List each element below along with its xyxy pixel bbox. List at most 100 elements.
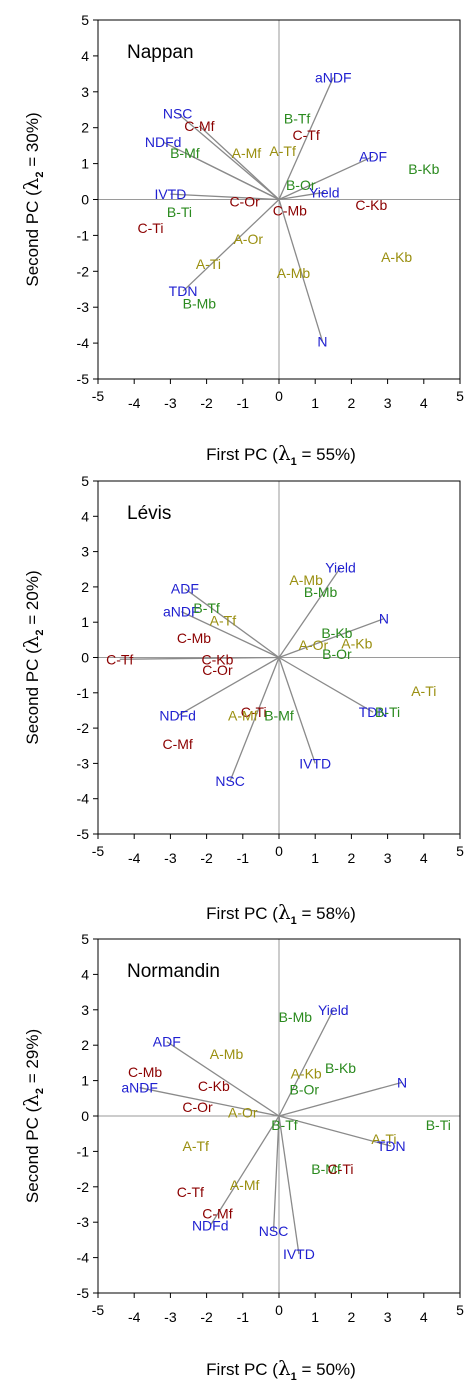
y-tick-label: -5 bbox=[77, 826, 90, 842]
point-label-b-or: B-Or bbox=[322, 646, 352, 662]
point-label-c-mb: C-Mb bbox=[177, 630, 211, 646]
y-axis-title: Second PC (λ2 = 20%) bbox=[19, 570, 46, 744]
point-label-b-ti: B-Ti bbox=[375, 704, 400, 720]
point-label-a-tf: A-Tf bbox=[210, 612, 237, 628]
y-tick-label: -2 bbox=[77, 263, 90, 279]
point-label-b-mb: B-Mb bbox=[279, 1009, 313, 1025]
y-tick-label: 2 bbox=[81, 1037, 89, 1053]
x-tick-label: 3 bbox=[384, 395, 392, 411]
x-tick-label: 2 bbox=[348, 395, 356, 411]
x-tick-label: 1 bbox=[311, 1309, 319, 1325]
loading-vector-ndfd bbox=[209, 1115, 280, 1227]
point-label-b-tf: B-Tf bbox=[193, 600, 220, 616]
x-tick-label: 2 bbox=[348, 1309, 356, 1325]
biplot-panel-3: -5 -4 -3 -2 -1 0 1 2 3 4 5 -5 -4 -3 -2 -1 0 1 2 3 4 5 Normandi… bbox=[19, 931, 464, 1383]
x-tick-label: 4 bbox=[420, 1309, 428, 1325]
y-tick-label: 5 bbox=[81, 473, 89, 489]
point-label-andf: aNDF bbox=[315, 69, 352, 85]
loading-vector-b-mf bbox=[184, 152, 280, 201]
y-tick-label: 3 bbox=[81, 84, 89, 100]
x-tick-label: 0 bbox=[275, 843, 283, 859]
loading-vector-adf bbox=[166, 1041, 280, 1117]
point-label-ndfd: NDFd bbox=[145, 134, 182, 150]
point-label-nsc: NSC bbox=[259, 1223, 289, 1239]
x-tick-label: -3 bbox=[164, 1309, 177, 1325]
point-label-c-mf: C-Mf bbox=[202, 1205, 232, 1221]
point-label-c-mf: C-Mf bbox=[184, 118, 214, 134]
point-label-nsc: NSC bbox=[215, 773, 245, 789]
x-tick-label: 3 bbox=[384, 850, 392, 866]
y-tick-label: -3 bbox=[77, 1214, 90, 1230]
point-label-a-mf: A-Mf bbox=[232, 145, 262, 161]
point-label-adf: ADF bbox=[153, 1034, 181, 1050]
point-label-yield: Yield bbox=[318, 1002, 349, 1018]
y-tick-label: 1 bbox=[81, 1073, 89, 1089]
point-label-a-mb: A-Mb bbox=[277, 265, 311, 281]
x-tick-label: -2 bbox=[200, 850, 213, 866]
y-tick-label: 1 bbox=[81, 156, 89, 172]
x-tick-label: -3 bbox=[164, 395, 177, 411]
point-label-a-or: A-Or bbox=[299, 637, 329, 653]
point-label-a-kb: A-Kb bbox=[341, 635, 372, 651]
point-label-b-ti: B-Ti bbox=[426, 1117, 451, 1133]
point-label-a-or: A-Or bbox=[228, 1104, 258, 1120]
point-label-ivtd: IVTD bbox=[283, 1246, 315, 1262]
point-label-b-mb: B-Mb bbox=[183, 296, 217, 312]
point-label-n: N bbox=[397, 1074, 407, 1090]
point-label-a-ti: A-Ti bbox=[371, 1131, 396, 1147]
y-tick-label: 0 bbox=[81, 192, 89, 208]
loading-vector-tdn bbox=[278, 1115, 392, 1147]
x-tick-label: 4 bbox=[420, 395, 428, 411]
point-label-b-mf: B-Mf bbox=[311, 1161, 341, 1177]
y-tick-label: -5 bbox=[77, 1285, 90, 1301]
y-tick-label: 2 bbox=[81, 579, 89, 595]
point-label-b-or: B-Or bbox=[290, 1081, 320, 1097]
y-tick-label: -1 bbox=[77, 685, 90, 701]
point-label-a-ti: A-Ti bbox=[411, 683, 436, 699]
x-tick-label: 4 bbox=[420, 850, 428, 866]
loading-vector-ivtd bbox=[278, 1115, 300, 1255]
y-tick-label: -2 bbox=[77, 720, 90, 736]
x-tick-label: -5 bbox=[92, 843, 105, 859]
point-label-c-or: C-Or bbox=[182, 1099, 213, 1115]
y-tick-label: 1 bbox=[81, 614, 89, 630]
loading-vector-andf bbox=[139, 1087, 280, 1117]
loading-vector-n bbox=[278, 1081, 403, 1117]
loading-vector-nsc bbox=[229, 657, 280, 782]
y-tick-label: -3 bbox=[77, 299, 90, 315]
x-tick-label: -1 bbox=[237, 850, 250, 866]
y-tick-label: -4 bbox=[77, 791, 90, 807]
y-tick-label: 5 bbox=[81, 12, 89, 28]
x-tick-label: -2 bbox=[200, 1309, 213, 1325]
point-label-b-mb: B-Mb bbox=[304, 584, 338, 600]
point-label-nsc: NSC bbox=[163, 105, 193, 121]
y-tick-label: 4 bbox=[81, 966, 89, 982]
point-label-c-mb: C-Mb bbox=[128, 1064, 162, 1080]
loading-vector-tdn bbox=[182, 199, 280, 292]
point-label-b-mf: B-Mf bbox=[170, 145, 200, 161]
x-tick-label: 1 bbox=[311, 850, 319, 866]
y-tick-label: 2 bbox=[81, 120, 89, 136]
x-axis-title: First PC (λ1 = 58%) bbox=[206, 900, 356, 927]
x-tick-label: 5 bbox=[456, 843, 464, 859]
x-tick-label: 5 bbox=[456, 1302, 464, 1318]
point-label-ndfd: NDFd bbox=[159, 708, 196, 724]
y-axis-title: Second PC (λ2 = 29%) bbox=[19, 1029, 46, 1203]
y-tick-label: 4 bbox=[81, 508, 89, 524]
point-label-adf: ADF bbox=[359, 148, 387, 164]
point-label-c-kb: C-Kb bbox=[202, 651, 234, 667]
loading-vector-n bbox=[278, 618, 385, 659]
point-label-c-or: C-Or bbox=[202, 662, 233, 678]
loading-vector-ivtd bbox=[278, 657, 316, 764]
point-label-tdn: TDN bbox=[169, 283, 198, 299]
x-tick-label: -4 bbox=[128, 395, 141, 411]
x-tick-label: 2 bbox=[348, 850, 356, 866]
point-label-andf: aNDF bbox=[163, 604, 200, 620]
point-label-b-tf: B-Tf bbox=[271, 1117, 298, 1133]
point-label-a-mf: A-Mf bbox=[230, 1177, 260, 1193]
point-label-ivtd: IVTD bbox=[154, 186, 186, 202]
point-label-a-mf: A-Mf bbox=[228, 708, 258, 724]
x-tick-label: 1 bbox=[311, 395, 319, 411]
loading-vector-andf bbox=[278, 77, 334, 200]
